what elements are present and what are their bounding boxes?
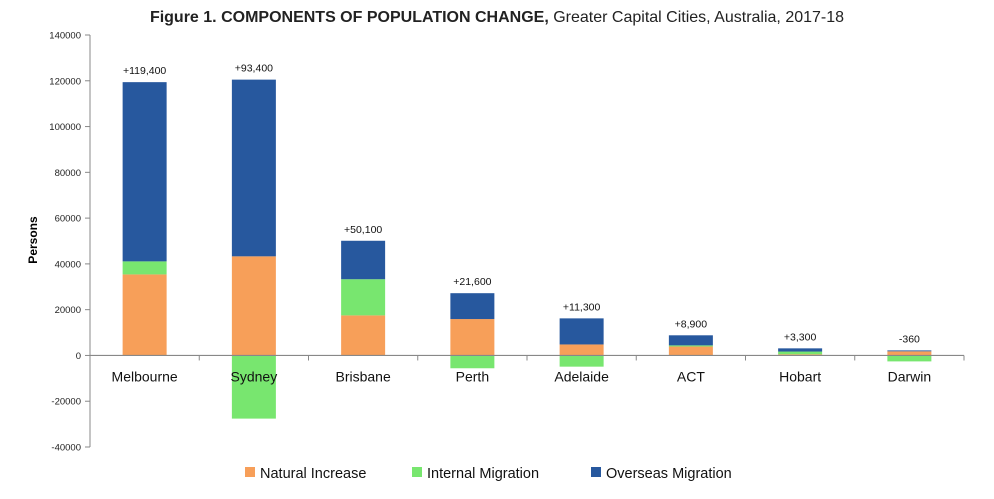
bar-segment-internal-migration bbox=[559, 355, 604, 367]
plot-area: 140000 120000 100000 80000 60000 40000 20000 0 -… bbox=[49, 31, 965, 454]
bar-segment-overseas-migration bbox=[559, 318, 604, 345]
chart-title: Figure 1. COMPONENTS OF POPULATION CHANG… bbox=[150, 9, 844, 26]
bar-segment-natural-increase bbox=[559, 344, 604, 356]
bar-segment-overseas-migration bbox=[668, 335, 713, 346]
legend-swatch bbox=[591, 467, 601, 477]
y-tick-label: 80000 bbox=[55, 168, 81, 179]
bar-segment-natural-increase bbox=[668, 346, 713, 356]
data-label: +8,900 bbox=[675, 318, 708, 330]
data-label: +119,400 bbox=[123, 65, 166, 77]
chart-title-regular: Greater Capital Cities, Australia, 2017-… bbox=[549, 9, 844, 26]
bar-segment-internal-migration bbox=[668, 345, 713, 347]
data-label: +11,300 bbox=[563, 301, 601, 313]
bar-segment-natural-increase bbox=[231, 256, 276, 356]
y-tick-label: 100000 bbox=[49, 122, 81, 133]
data-label: +93,400 bbox=[235, 63, 273, 75]
x-tick-label: Brisbane bbox=[335, 368, 390, 384]
legend-label: Internal Migration bbox=[427, 466, 539, 482]
x-tick-label: Adelaide bbox=[554, 368, 609, 384]
data-label: +50,100 bbox=[344, 224, 382, 236]
bar-segment-overseas-migration bbox=[778, 348, 823, 352]
bar-segment-internal-migration bbox=[122, 261, 167, 275]
bar-segment-internal-migration bbox=[341, 279, 386, 316]
bar-segment-natural-increase bbox=[887, 351, 932, 356]
y-tick-label: 40000 bbox=[55, 259, 81, 270]
data-label: -360 bbox=[899, 333, 920, 345]
x-tick-label: Perth bbox=[456, 368, 489, 384]
y-tick-label: 140000 bbox=[49, 31, 81, 42]
x-tick-label: Hobart bbox=[779, 368, 821, 384]
bar-segment-internal-migration bbox=[778, 351, 823, 355]
x-tick-label: Darwin bbox=[888, 368, 932, 384]
y-tick-label: 0 bbox=[76, 351, 81, 362]
bar-segment-internal-migration bbox=[450, 355, 495, 369]
legend-swatch bbox=[412, 467, 422, 477]
y-axis-label: Persons bbox=[26, 216, 40, 264]
chart-title-bold: Figure 1. COMPONENTS OF POPULATION CHANG… bbox=[150, 9, 549, 26]
bar-segment-natural-increase bbox=[450, 319, 495, 356]
y-tick-label: 20000 bbox=[55, 305, 81, 316]
y-tick-label: 60000 bbox=[55, 214, 81, 225]
legend-label: Natural Increase bbox=[260, 466, 366, 482]
bar-segment-internal-migration bbox=[231, 355, 276, 419]
bar-segment-overseas-migration bbox=[122, 82, 167, 262]
legend-label: Overseas Migration bbox=[606, 466, 732, 482]
x-tick-label: ACT bbox=[677, 368, 705, 384]
bar-segment-natural-increase bbox=[122, 274, 167, 356]
bar-segment-overseas-migration bbox=[450, 293, 495, 320]
bar-segment-internal-migration bbox=[887, 355, 932, 362]
data-label: +21,600 bbox=[453, 276, 491, 288]
y-tick-label: -40000 bbox=[51, 443, 81, 454]
legend-swatch bbox=[245, 467, 255, 477]
legend: Natural Increase Internal Migration Overse… bbox=[245, 466, 732, 482]
y-tick-label: 120000 bbox=[49, 76, 81, 87]
bar-segment-overseas-migration bbox=[341, 240, 386, 280]
x-tick-label: Melbourne bbox=[112, 368, 178, 384]
bar-segment-overseas-migration bbox=[887, 350, 932, 352]
x-tick-label: Sydney bbox=[231, 368, 278, 384]
bar-segment-overseas-migration bbox=[231, 79, 276, 257]
y-tick-label: -20000 bbox=[51, 397, 81, 408]
bar-segment-natural-increase bbox=[341, 315, 386, 356]
data-label: +3,300 bbox=[784, 331, 817, 343]
